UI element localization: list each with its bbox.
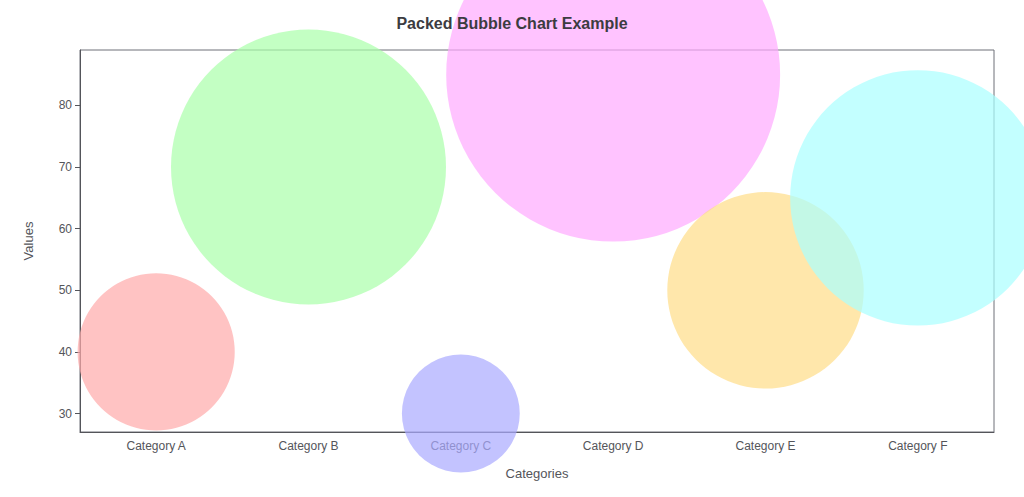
svg-text:Categories: Categories xyxy=(506,466,569,481)
svg-text:60: 60 xyxy=(59,222,73,236)
svg-text:Category D: Category D xyxy=(583,439,644,453)
svg-text:50: 50 xyxy=(59,283,73,297)
svg-text:Category B: Category B xyxy=(278,439,338,453)
svg-text:30: 30 xyxy=(59,407,73,421)
svg-text:Packed Bubble Chart Example: Packed Bubble Chart Example xyxy=(396,15,627,32)
svg-text:40: 40 xyxy=(59,345,73,359)
svg-text:Category F: Category F xyxy=(888,439,947,453)
svg-text:70: 70 xyxy=(59,160,73,174)
svg-text:Values: Values xyxy=(21,221,36,260)
svg-text:80: 80 xyxy=(59,98,73,112)
svg-text:Category E: Category E xyxy=(735,439,795,453)
svg-text:Category A: Category A xyxy=(126,439,185,453)
